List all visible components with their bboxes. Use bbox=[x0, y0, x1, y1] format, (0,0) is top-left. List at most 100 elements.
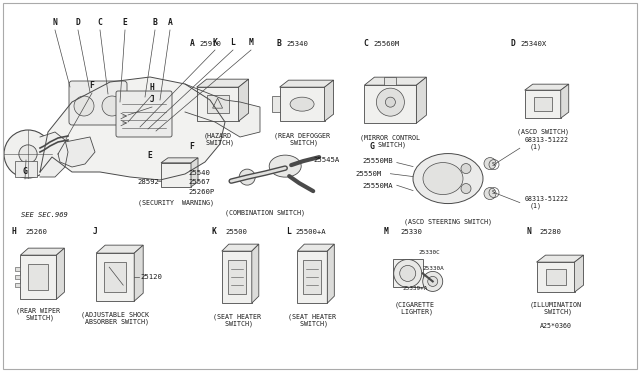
Text: (ASCD STEERING SWITCH): (ASCD STEERING SWITCH) bbox=[404, 219, 492, 225]
Bar bbox=[28, 264, 49, 290]
Polygon shape bbox=[298, 244, 334, 251]
Text: (ASCD SWITCH): (ASCD SWITCH) bbox=[516, 128, 569, 135]
Text: 25340: 25340 bbox=[287, 42, 308, 48]
Ellipse shape bbox=[290, 97, 314, 111]
Circle shape bbox=[74, 96, 94, 116]
Text: K: K bbox=[211, 227, 216, 236]
Text: L: L bbox=[230, 38, 236, 47]
Bar bbox=[271, 96, 280, 112]
Text: K: K bbox=[212, 38, 218, 47]
Text: 25330: 25330 bbox=[401, 230, 422, 235]
FancyBboxPatch shape bbox=[69, 81, 127, 125]
Text: L: L bbox=[286, 227, 291, 236]
Polygon shape bbox=[324, 80, 333, 121]
Text: S: S bbox=[492, 190, 495, 195]
Text: 25550M: 25550M bbox=[355, 171, 381, 177]
Bar bbox=[222, 251, 252, 303]
Bar bbox=[207, 95, 228, 113]
Text: (REAR WIPER
 SWITCH): (REAR WIPER SWITCH) bbox=[17, 307, 60, 321]
Text: H: H bbox=[150, 83, 154, 92]
Text: 25280: 25280 bbox=[540, 230, 561, 235]
Text: C: C bbox=[363, 39, 368, 48]
Text: (SEAT HEATER
 SWITCH): (SEAT HEATER SWITCH) bbox=[288, 313, 337, 327]
Text: J: J bbox=[150, 95, 154, 104]
Polygon shape bbox=[327, 244, 334, 303]
Circle shape bbox=[394, 259, 422, 288]
Text: E: E bbox=[123, 18, 127, 27]
Polygon shape bbox=[536, 255, 584, 262]
Text: G: G bbox=[22, 167, 28, 176]
Text: 28592: 28592 bbox=[138, 179, 159, 185]
Text: 25560M: 25560M bbox=[373, 42, 399, 48]
Bar bbox=[280, 87, 324, 121]
Polygon shape bbox=[252, 244, 259, 303]
Polygon shape bbox=[191, 158, 198, 187]
Text: A25*0360: A25*0360 bbox=[540, 323, 572, 329]
Text: 25545A: 25545A bbox=[314, 157, 340, 163]
Circle shape bbox=[461, 183, 471, 193]
Text: 25260: 25260 bbox=[26, 230, 47, 235]
Text: F: F bbox=[90, 81, 95, 90]
Text: D: D bbox=[510, 39, 515, 48]
Text: 25567: 25567 bbox=[189, 179, 211, 185]
Ellipse shape bbox=[423, 163, 463, 195]
Polygon shape bbox=[239, 79, 248, 121]
Text: E: E bbox=[147, 151, 152, 160]
Bar bbox=[20, 255, 56, 299]
Polygon shape bbox=[134, 245, 143, 301]
Text: 25550MB: 25550MB bbox=[363, 158, 394, 164]
Text: (SECURITY  WARNING): (SECURITY WARNING) bbox=[138, 200, 214, 206]
FancyBboxPatch shape bbox=[116, 91, 172, 137]
Text: D: D bbox=[76, 18, 81, 27]
Text: (ADJUSTABLE SHOCK
 ABSORBER SWITCH): (ADJUSTABLE SHOCK ABSORBER SWITCH) bbox=[81, 311, 149, 325]
Text: (HAZARD
 SWITCH): (HAZARD SWITCH) bbox=[202, 132, 234, 146]
Polygon shape bbox=[40, 132, 68, 177]
Polygon shape bbox=[575, 255, 584, 292]
Circle shape bbox=[461, 164, 471, 174]
Circle shape bbox=[4, 130, 52, 178]
Text: 08313-51222: 08313-51222 bbox=[525, 196, 569, 202]
Text: F: F bbox=[189, 142, 194, 151]
Text: A: A bbox=[168, 18, 172, 27]
Circle shape bbox=[385, 97, 396, 107]
Polygon shape bbox=[58, 137, 95, 167]
Bar bbox=[364, 85, 417, 123]
Bar bbox=[228, 260, 246, 294]
Text: M: M bbox=[384, 227, 389, 236]
Text: A: A bbox=[189, 39, 195, 48]
Polygon shape bbox=[161, 158, 198, 163]
Text: 25910: 25910 bbox=[200, 42, 221, 48]
Text: 08313-51222: 08313-51222 bbox=[525, 137, 569, 143]
Text: H: H bbox=[12, 227, 17, 236]
Text: 25330C: 25330C bbox=[419, 250, 440, 256]
Text: B: B bbox=[276, 39, 282, 48]
Circle shape bbox=[102, 96, 122, 116]
Text: (CIGARETTE
 LIGHTER): (CIGARETTE LIGHTER) bbox=[395, 301, 435, 315]
Circle shape bbox=[423, 272, 443, 291]
Text: (MIRROR CONTROL
 SWITCH): (MIRROR CONTROL SWITCH) bbox=[360, 134, 420, 148]
Polygon shape bbox=[364, 77, 426, 85]
Ellipse shape bbox=[269, 155, 301, 177]
Text: 25339+A: 25339+A bbox=[403, 286, 428, 291]
Polygon shape bbox=[280, 80, 333, 87]
Bar bbox=[15, 275, 20, 279]
Text: 25500+A: 25500+A bbox=[296, 230, 326, 235]
Bar bbox=[545, 269, 566, 285]
Polygon shape bbox=[20, 248, 65, 255]
Circle shape bbox=[239, 169, 255, 185]
Text: 25260P: 25260P bbox=[189, 189, 215, 195]
Text: (1): (1) bbox=[530, 202, 542, 209]
Text: SEE SEC.969: SEE SEC.969 bbox=[21, 212, 68, 218]
Circle shape bbox=[19, 145, 37, 163]
Bar bbox=[15, 283, 20, 287]
Polygon shape bbox=[561, 84, 569, 118]
Text: (ILLUMINATION
 SWITCH): (ILLUMINATION SWITCH) bbox=[529, 301, 582, 315]
Text: (SEAT HEATER
 SWITCH): (SEAT HEATER SWITCH) bbox=[212, 313, 261, 327]
Circle shape bbox=[376, 88, 404, 116]
Bar bbox=[15, 161, 37, 177]
Text: (COMBINATION SWITCH): (COMBINATION SWITCH) bbox=[225, 209, 305, 216]
Text: B: B bbox=[152, 18, 157, 27]
Polygon shape bbox=[96, 245, 143, 253]
Circle shape bbox=[400, 265, 416, 282]
Bar bbox=[298, 251, 327, 303]
